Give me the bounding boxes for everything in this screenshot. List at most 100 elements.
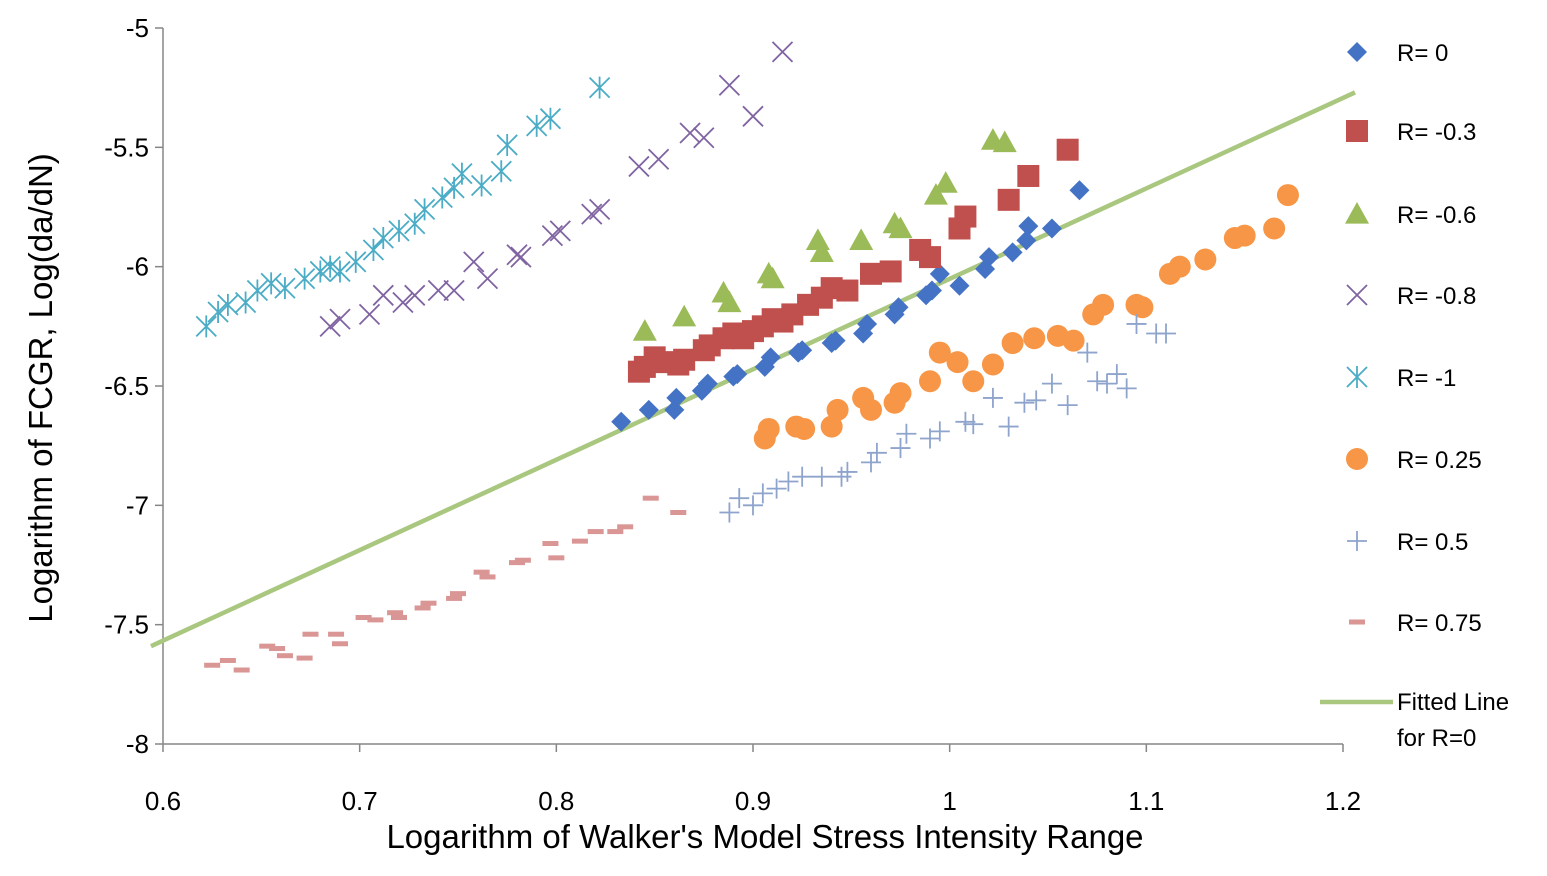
data-point <box>825 330 846 351</box>
data-point <box>302 631 319 637</box>
data-point <box>837 461 858 482</box>
data-point <box>319 315 341 337</box>
legend-marker <box>1347 42 1367 62</box>
data-point <box>809 240 834 262</box>
data-point <box>672 304 697 327</box>
data-point <box>729 488 750 509</box>
legend-label: R= -0.6 <box>1397 202 1476 229</box>
data-point <box>792 466 813 487</box>
axis-ticks: -5 -5.5 -6 -6.5 -7 -7.5 -8 0.6 0.7 0.8 0.9 1 1.1 1.2 <box>104 13 1361 816</box>
data-point <box>588 76 611 99</box>
data-point <box>345 250 367 273</box>
data-point <box>548 555 565 561</box>
data-point <box>329 308 351 330</box>
data-point <box>332 641 348 647</box>
data-point <box>760 347 781 368</box>
data-point <box>260 272 282 295</box>
data-point <box>450 591 466 597</box>
data-point <box>510 246 532 268</box>
data-point <box>673 348 696 371</box>
series-5 <box>753 184 1299 450</box>
data-point <box>1126 313 1147 334</box>
data-point <box>923 183 948 205</box>
data-point <box>443 279 465 302</box>
y-tick-label: -7.5 <box>104 610 149 640</box>
y-tick-label: -7 <box>126 490 149 520</box>
data-point <box>427 279 449 302</box>
data-point <box>805 228 830 251</box>
data-point <box>982 387 1003 408</box>
data-point <box>1077 342 1098 363</box>
data-point <box>204 662 221 668</box>
data-point <box>470 174 493 197</box>
series-7 <box>204 495 687 673</box>
data-point <box>860 262 882 285</box>
data-point <box>276 653 293 659</box>
data-point <box>743 495 763 516</box>
data-point <box>849 228 874 251</box>
data-point <box>1023 327 1046 350</box>
data-point <box>296 655 313 661</box>
data-point <box>219 657 236 663</box>
legend-label: R= -0.3 <box>1397 119 1476 146</box>
data-point <box>919 246 941 269</box>
y-tick-label: -5 <box>126 13 149 43</box>
legend-label: R= -0.8 <box>1397 283 1476 310</box>
legend-label: for R=0 <box>1397 725 1476 752</box>
data-point <box>632 319 657 341</box>
data-point <box>309 260 331 283</box>
legend-label: Fitted Line <box>1397 689 1509 716</box>
data-point <box>372 284 394 306</box>
data-point <box>717 290 742 313</box>
data-point <box>888 216 913 239</box>
data-point <box>921 280 942 301</box>
data-point <box>571 538 588 544</box>
data-point <box>1156 323 1176 344</box>
x-tick-label: 1 <box>942 786 956 816</box>
data-point <box>431 186 453 209</box>
data-point <box>949 275 970 296</box>
data-point <box>367 617 384 623</box>
x-axis-title: Logarithm of Walker's Model Stress Inten… <box>386 818 1143 855</box>
data-point <box>928 341 951 364</box>
data-point <box>1018 216 1039 237</box>
data-point <box>638 399 659 420</box>
data-point <box>388 219 410 242</box>
data-point <box>217 293 239 316</box>
data-point <box>581 203 603 225</box>
data-point <box>1092 293 1115 316</box>
data-point <box>742 105 764 127</box>
legend-marker <box>1346 448 1368 470</box>
legend-label: R= 0.25 <box>1397 447 1482 474</box>
data-point <box>1056 138 1079 161</box>
series-3 <box>319 41 794 337</box>
data-point <box>541 225 564 247</box>
data-point <box>1041 373 1062 394</box>
data-point <box>269 646 286 652</box>
data-point <box>1062 329 1085 352</box>
data-point <box>479 574 496 580</box>
data-point <box>929 421 950 442</box>
data-point <box>476 267 499 290</box>
data-point <box>1263 217 1286 240</box>
data-point <box>820 415 843 438</box>
y-tick-label: -8 <box>126 729 149 759</box>
y-tick-label: -6.5 <box>104 371 149 401</box>
data-point <box>1026 390 1047 411</box>
data-point <box>451 162 473 185</box>
y-tick-label: -5.5 <box>104 132 149 162</box>
data-point <box>392 291 414 314</box>
data-point <box>420 600 437 606</box>
data-point <box>857 313 878 334</box>
series-2 <box>632 128 1017 341</box>
data-point <box>1069 180 1090 201</box>
y-axis-title: Logarithm of FCGR, Log(da/dN) <box>22 153 59 623</box>
data-point <box>358 303 381 326</box>
data-point <box>860 398 882 421</box>
legend: R= 0 R= -0.3 R= -0.6 R= -0.8 R= -1 R= 0.25 R= … <box>1320 40 1509 752</box>
data-point <box>760 266 785 289</box>
data-point <box>647 148 670 170</box>
data-point <box>861 452 881 473</box>
data-point <box>793 417 816 440</box>
